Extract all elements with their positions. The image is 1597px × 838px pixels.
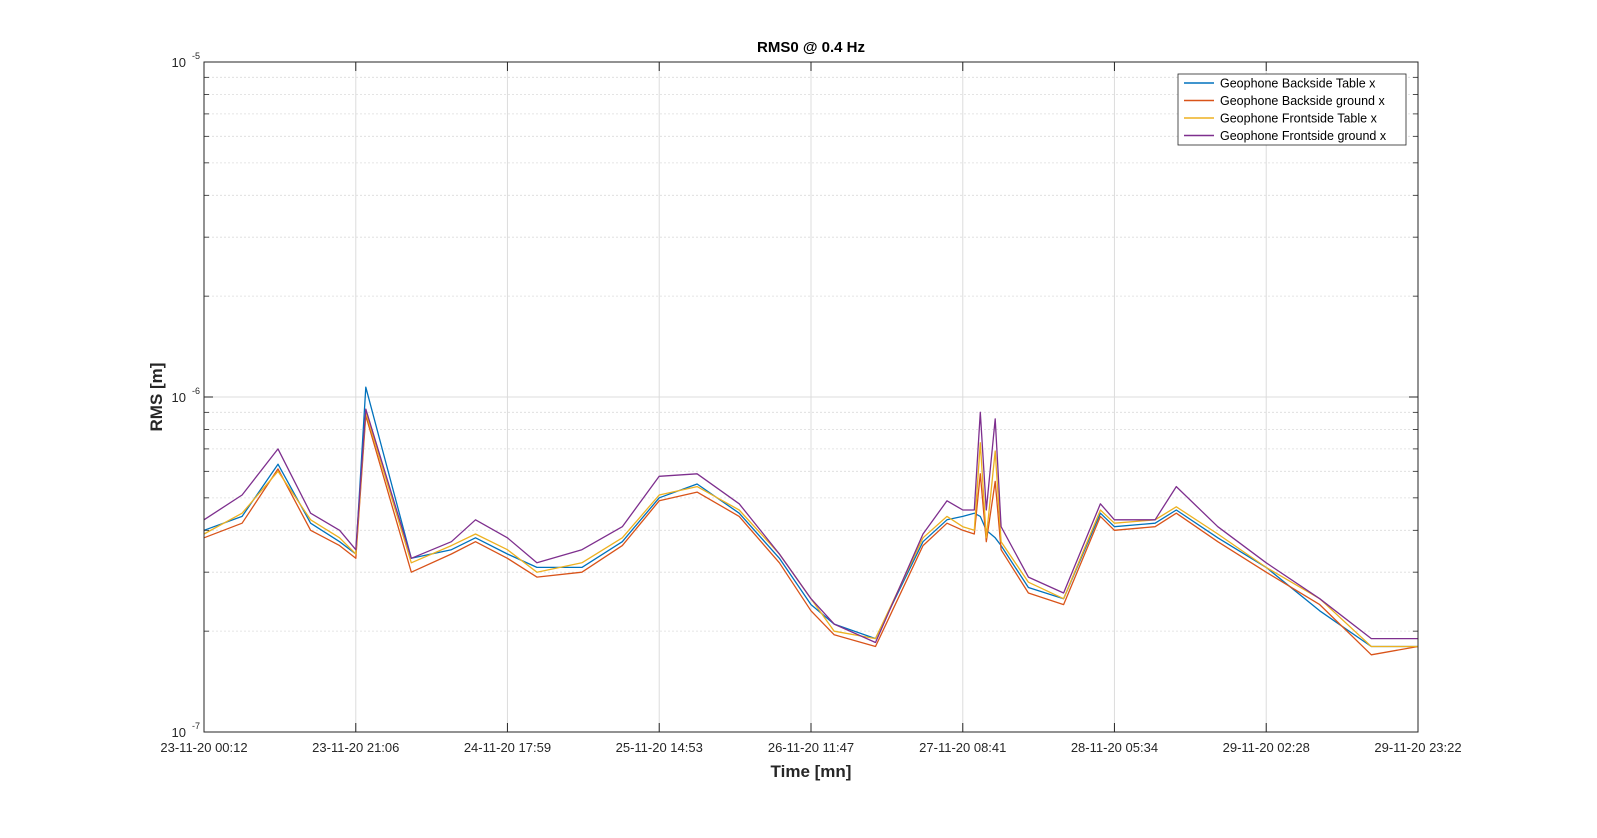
x-tick-label: 27-11-20 08:41 <box>919 740 1006 755</box>
x-axis-title: Time [mn] <box>771 762 852 781</box>
chart-title: RMS0 @ 0.4 Hz <box>757 39 865 56</box>
y-tick-label-exponent: -5 <box>192 51 200 61</box>
y-tick-label-exponent: -6 <box>192 386 200 396</box>
legend-label: Geophone Backside ground x <box>1220 94 1385 108</box>
x-tick-label: 25-11-20 14:53 <box>616 740 703 755</box>
x-tick-labels: 23-11-20 00:12 23-11-20 21:06 24-11-20 17:… <box>160 740 1461 755</box>
legend: Geophone Backside Table x Geophone Backsi… <box>1177 73 1407 146</box>
x-tick-label: 28-11-20 05:34 <box>1071 740 1158 755</box>
legend-box <box>1177 73 1407 146</box>
y-axis-title: RMS [m] <box>147 363 166 432</box>
series-group <box>203 386 1419 656</box>
series-line-4 <box>203 408 1418 644</box>
x-tick-label: 23-11-20 21:06 <box>312 740 399 755</box>
ticks <box>203 61 1419 733</box>
series-line-2 <box>203 414 1419 656</box>
y-tick-labels: 10 -7 10 -6 10 -5 <box>172 51 200 740</box>
y-tick-label-base: 10 <box>172 390 186 405</box>
y-tick-label: 10 <box>172 55 186 70</box>
y-tick-label: 10 <box>172 725 186 740</box>
legend-label: Geophone Backside Table x <box>1220 77 1376 91</box>
x-tick-label: 26-11-20 11:47 <box>768 740 854 755</box>
y-tick-label-base: 10 <box>172 725 186 740</box>
x-tick-label: 29-11-20 23:22 <box>1374 740 1461 755</box>
legend-label: Geophone Frontside Table x <box>1220 112 1378 126</box>
series-line-1 <box>203 386 1418 648</box>
x-tick-label: 23-11-20 00:12 <box>160 740 247 755</box>
x-tick-label: 29-11-20 02:28 <box>1223 740 1310 755</box>
x-tick-label: 24-11-20 17:59 <box>464 740 551 755</box>
series-line-3 <box>203 411 1418 648</box>
legend-label: Geophone Frontside ground x <box>1220 129 1387 143</box>
y-tick-label-exponent: -7 <box>192 721 200 731</box>
y-tick-label: 10 <box>172 390 186 405</box>
y-tick-label-base: 10 <box>172 55 186 70</box>
